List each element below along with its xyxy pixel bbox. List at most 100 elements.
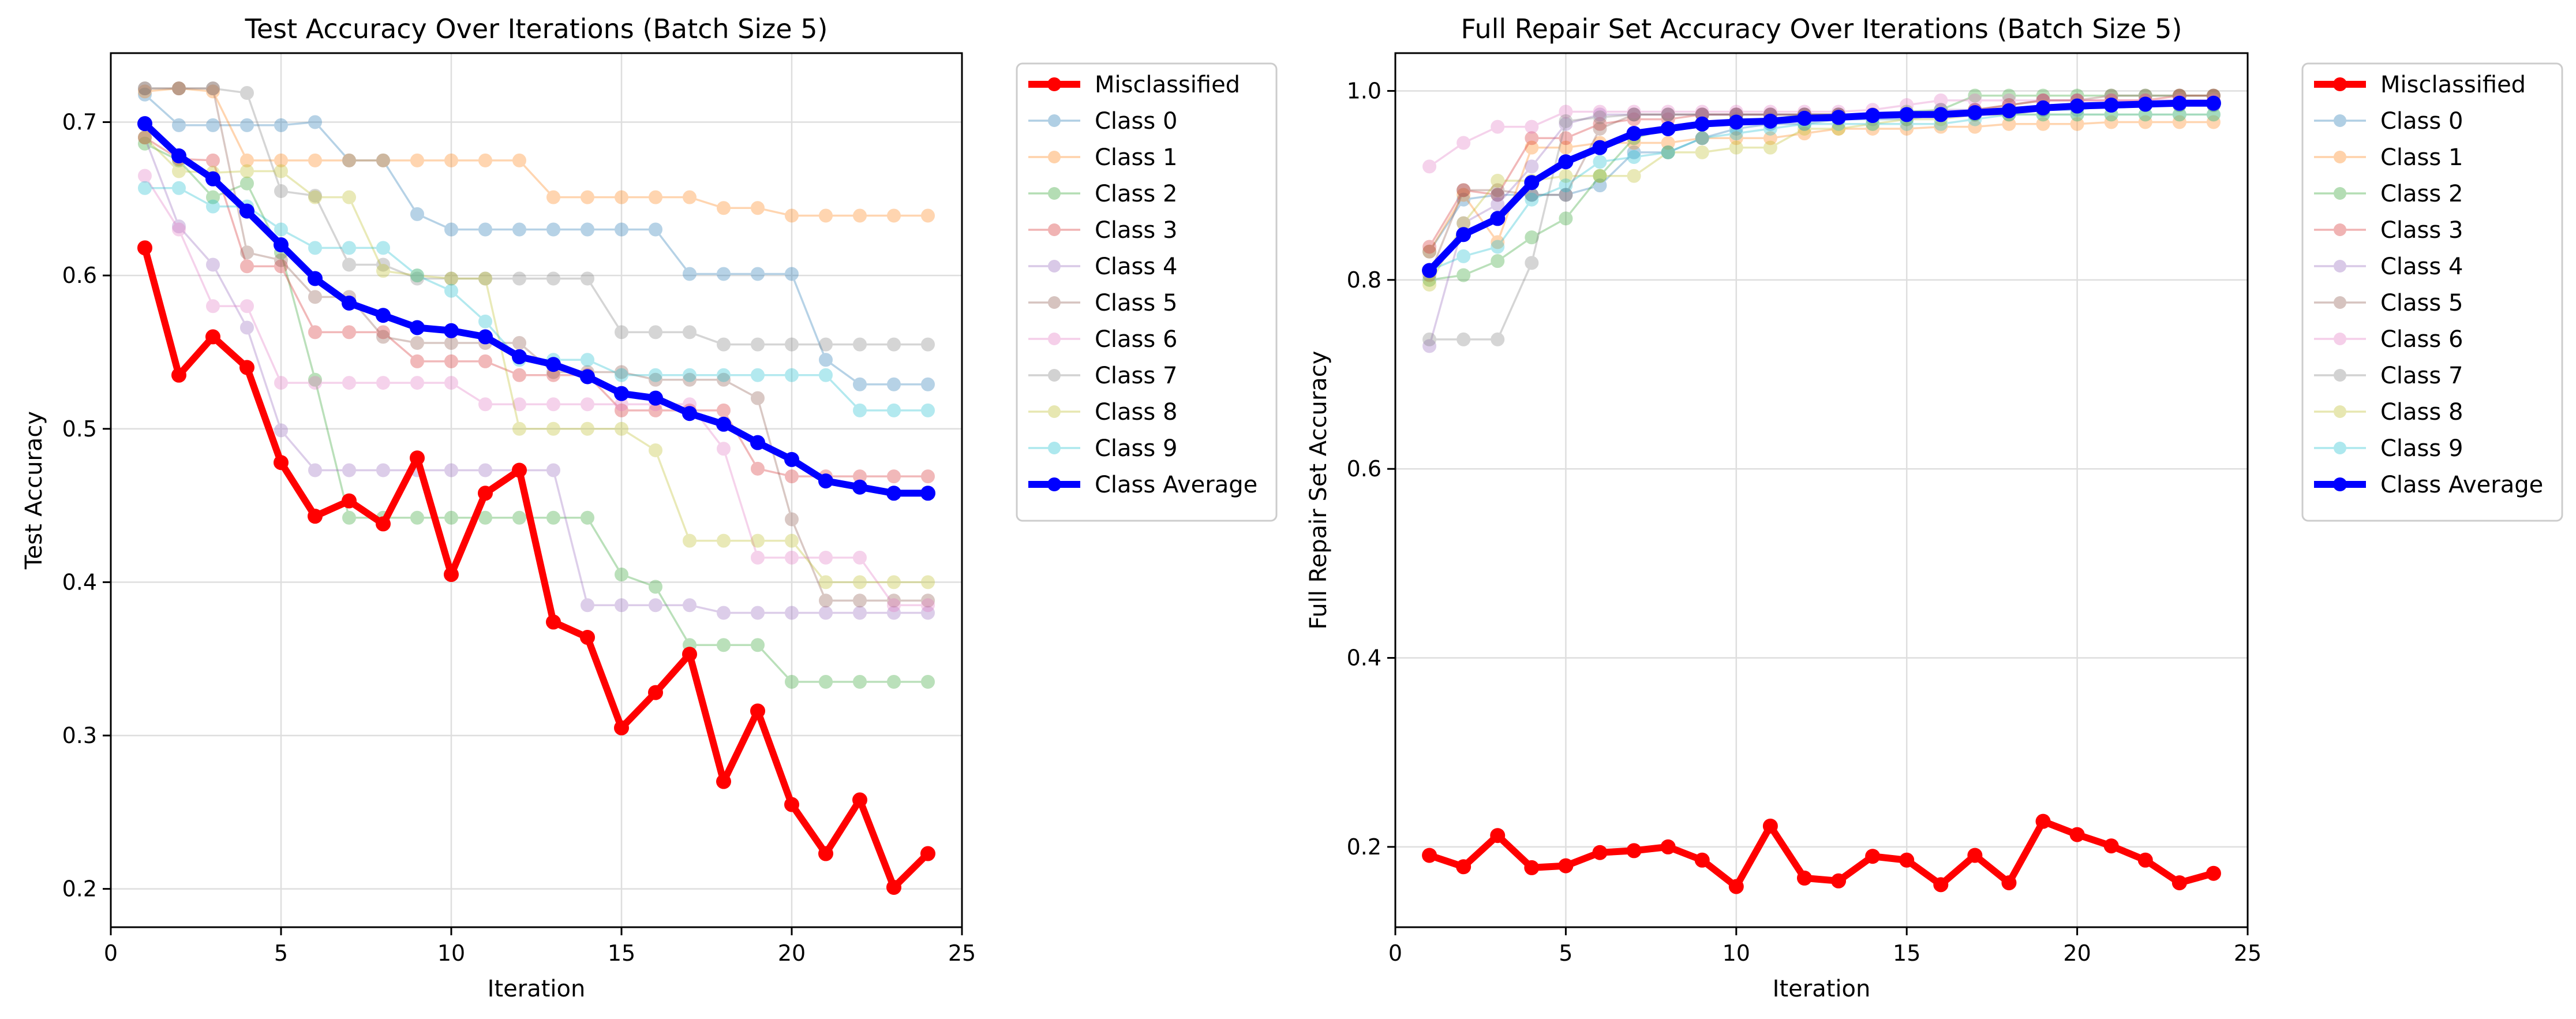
data-point <box>785 606 799 620</box>
data-point <box>376 516 391 532</box>
data-point <box>1661 145 1675 159</box>
x-tick-label: 25 <box>948 940 976 966</box>
data-point <box>546 421 560 436</box>
data-point <box>308 241 322 255</box>
data-point <box>785 512 799 527</box>
data-point <box>1763 131 1777 145</box>
data-point <box>342 241 356 255</box>
series-class-1 <box>1422 115 2221 259</box>
data-point <box>717 337 731 352</box>
legend-label: Class 8 <box>2380 399 2463 425</box>
data-point <box>921 469 935 484</box>
data-point <box>921 598 935 613</box>
data-point <box>819 594 833 608</box>
x-tick-label: 20 <box>2063 940 2091 966</box>
data-point <box>1660 839 1676 854</box>
data-point <box>376 325 390 339</box>
data-point <box>819 368 833 382</box>
data-point <box>615 222 628 237</box>
data-point <box>546 397 560 412</box>
data-point <box>1593 178 1607 193</box>
data-point <box>1457 188 1471 202</box>
legend-swatch <box>2314 442 2366 454</box>
data-point <box>1456 859 1472 875</box>
data-point <box>172 222 186 237</box>
data-point <box>921 403 935 417</box>
data-point <box>274 253 288 267</box>
data-point <box>1796 110 1812 126</box>
data-point <box>512 368 526 382</box>
data-point <box>683 372 697 387</box>
legend-swatch <box>1028 477 1080 491</box>
series-line-class-8 <box>1428 113 2214 285</box>
data-point <box>1524 175 1540 191</box>
data-point <box>751 368 765 382</box>
data-point <box>512 336 526 350</box>
data-point <box>1796 870 1812 886</box>
data-point <box>478 222 492 237</box>
y-tick-label: 0.2 <box>1347 834 1381 860</box>
data-point <box>581 598 594 613</box>
legend-swatch-marker <box>1047 477 1061 491</box>
data-point <box>1593 117 1607 131</box>
data-point <box>308 271 323 286</box>
data-point <box>1525 120 1539 134</box>
data-point <box>342 190 356 204</box>
data-point <box>649 222 662 237</box>
series-line-class-7 <box>1429 104 2214 341</box>
data-point <box>717 201 731 215</box>
data-point <box>716 774 731 789</box>
data-point <box>853 550 867 565</box>
data-point <box>853 377 867 391</box>
data-point <box>1729 131 1743 145</box>
data-point <box>649 580 662 594</box>
data-point <box>205 329 220 345</box>
data-point <box>1593 107 1607 122</box>
legend-item: Class 7 <box>1028 363 1177 389</box>
data-point <box>1934 93 1948 107</box>
data-point <box>512 421 526 436</box>
chart-1: 0 5 10 15 20 25 0.2 0.3 0.4 0.5 0.6 0.7 Test Accurac… <box>21 13 1278 1002</box>
data-point <box>853 594 867 608</box>
y-tick-label: 0.8 <box>1347 267 1381 293</box>
data-point <box>274 164 288 178</box>
legend-swatch-marker <box>2334 187 2346 200</box>
data-point <box>240 164 254 178</box>
data-point <box>649 368 662 382</box>
data-point <box>376 153 390 167</box>
data-point <box>1457 183 1471 197</box>
legend-label: Class 8 <box>1095 399 1177 425</box>
data-point <box>1491 332 1505 346</box>
data-point <box>751 201 765 215</box>
data-point <box>1422 332 1437 346</box>
x-axis-ticks: 0 5 10 15 20 25 <box>104 927 976 966</box>
data-point <box>1865 108 1881 124</box>
data-point <box>1457 268 1471 282</box>
data-point <box>410 268 424 283</box>
data-point <box>410 450 425 466</box>
legend-label: Class 4 <box>1095 253 1177 280</box>
data-point <box>1559 117 1573 131</box>
data-point <box>240 259 254 274</box>
data-point <box>649 598 662 613</box>
data-point <box>1627 107 1641 122</box>
data-point <box>274 423 288 438</box>
data-point <box>172 219 186 234</box>
data-point <box>172 181 186 195</box>
data-point <box>239 203 254 219</box>
data-point <box>546 463 560 477</box>
data-point <box>818 473 833 489</box>
series-group <box>1422 88 2221 894</box>
data-point <box>512 510 526 525</box>
data-point <box>308 509 323 524</box>
data-point <box>342 493 357 509</box>
legend-swatch <box>1028 333 1080 345</box>
chart-title: Full Repair Set Accuracy Over Iterations… <box>1461 13 2182 44</box>
legend-item: Class 4 <box>1028 253 1177 280</box>
data-point <box>274 237 289 253</box>
legend-swatch-marker <box>2334 114 2346 127</box>
legend-box <box>2301 62 2563 522</box>
data-point <box>852 479 867 495</box>
data-point <box>274 259 288 274</box>
